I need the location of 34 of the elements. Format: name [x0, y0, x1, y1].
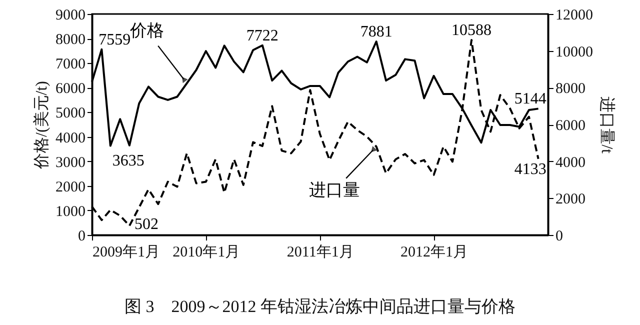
x-tick-label: 2009年1月 — [92, 244, 160, 260]
data-label: 3635 — [112, 152, 144, 170]
y-tick-label: 9000 — [56, 8, 86, 24]
x-tick-label: 2010年1月 — [172, 244, 240, 260]
y-tick-label: 1000 — [56, 204, 86, 220]
y-tick-label: 2000 — [56, 179, 86, 196]
y2-tick-label: 8000 — [556, 81, 586, 98]
data-label: 10588 — [452, 22, 492, 40]
y-tick-label: 3000 — [56, 154, 86, 171]
y2-tick-label: 12000 — [556, 8, 593, 24]
y-axis-title: 价格/(美元/t) — [32, 81, 50, 170]
data-label: 7881 — [360, 23, 392, 40]
data-label: 5144 — [514, 90, 546, 108]
y2-tick-label: 10000 — [556, 44, 593, 60]
y-tick-label: 7000 — [56, 56, 86, 73]
data-label: 502 — [134, 216, 158, 233]
y-tick-label: 8000 — [56, 32, 86, 48]
y-tick-label: 4000 — [56, 130, 86, 146]
data-label: 7559 — [98, 31, 131, 48]
x-tick-label: 2011年1月 — [286, 244, 354, 260]
data-label: 4133 — [514, 160, 546, 178]
y2-tick-label: 6000 — [556, 118, 586, 134]
y2-tick-label: 0 — [556, 228, 563, 244]
annotation: 价格 — [128, 21, 164, 40]
y-tick-label: 0 — [78, 228, 86, 244]
y-tick-label: 6000 — [56, 81, 86, 98]
y-tick-label: 5000 — [56, 106, 86, 122]
y2-tick-label: 2000 — [556, 192, 586, 208]
annotation: 进口量 — [308, 180, 360, 200]
data-label: 7722 — [246, 27, 278, 44]
y2-axis-title: 进口量/t — [598, 96, 616, 154]
y2-tick-label: 4000 — [556, 154, 586, 171]
x-tick-label: 2012年1月 — [400, 244, 468, 260]
text: 图 3 2009～2012 年钴湿法冶炼中间品进口量与价格 — [124, 297, 516, 316]
